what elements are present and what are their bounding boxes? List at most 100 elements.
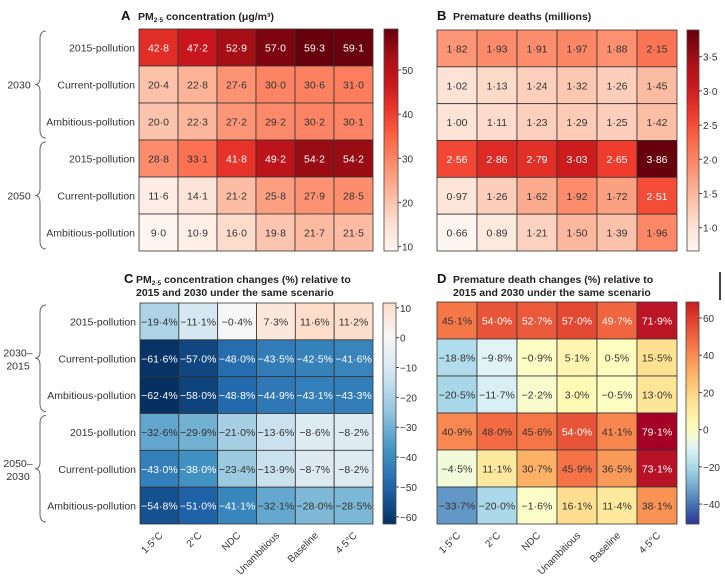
heatmap-cell xyxy=(636,486,678,525)
panel-c: C PM2·5 concentration changes (%) relativ… xyxy=(3,271,417,577)
cell-value-label: 1·42 xyxy=(646,117,667,129)
row-label: Ambitious-pollution xyxy=(47,390,136,402)
heatmap-cell xyxy=(294,376,335,414)
colorbar-tick-label: 0 xyxy=(703,426,709,437)
row-label: Current-pollution xyxy=(57,80,135,92)
cell-value-label: −42·5% xyxy=(297,353,333,365)
cell-value-label: 1·24 xyxy=(526,80,547,92)
cell-value-label: −23·4% xyxy=(219,464,255,476)
cell-value-label: 15·5% xyxy=(642,353,672,365)
colorbar-tick-label: 10 xyxy=(402,243,414,254)
cell-value-label: 33·1 xyxy=(187,154,208,166)
heatmap-cell xyxy=(216,28,257,67)
cell-value-label: −8·7% xyxy=(299,464,330,476)
panel-letter: B xyxy=(437,8,446,23)
x-tick-label: 1·5°C xyxy=(437,530,463,556)
row-label: Current-pollution xyxy=(57,191,135,203)
cell-value-label: 1·23 xyxy=(526,117,547,129)
colorbar-tick-label: −20 xyxy=(703,463,720,474)
heatmap-cell xyxy=(333,102,374,141)
title-subscript: 2·5 xyxy=(154,17,164,24)
heatmap-cell xyxy=(636,338,678,377)
heatmap-cell xyxy=(256,376,296,414)
heatmap-cell xyxy=(596,301,638,340)
heatmap-cell xyxy=(476,338,518,377)
heatmap-cell xyxy=(516,213,558,252)
x-tick-label: 2°C xyxy=(483,530,503,550)
panel-title: Premature death changes (%) relative to xyxy=(453,274,653,286)
heatmap-cell xyxy=(217,486,257,525)
cell-value-label: −8·2% xyxy=(338,427,369,439)
cell-value-label: 41·8 xyxy=(226,154,247,166)
colorbar-tick-label: 0 xyxy=(400,334,406,345)
heatmap-cell xyxy=(476,412,518,451)
group-label: 2050 xyxy=(7,191,31,203)
heatmap-cell xyxy=(476,375,518,414)
cell-value-label: 2·15 xyxy=(646,43,667,55)
heatmap-cell xyxy=(516,412,558,451)
cell-value-label: −8·6% xyxy=(299,427,330,439)
cell-value-label: 52·7% xyxy=(522,316,552,328)
heatmap-cell xyxy=(333,376,374,414)
group-label: 2050– xyxy=(3,458,32,470)
cell-value-label: 54·2 xyxy=(304,154,325,166)
cell-value-label: 21·2 xyxy=(226,191,247,203)
cell-value-label: −48·0% xyxy=(219,353,255,365)
heatmap-cell xyxy=(476,213,518,252)
x-tick-label: NDC xyxy=(520,530,543,553)
x-tick-label: NDC xyxy=(220,530,243,553)
cell-value-label: 21·7 xyxy=(304,228,325,240)
heatmap-cell xyxy=(436,301,478,340)
cell-value-label: −13·9% xyxy=(258,464,294,476)
colorbar xyxy=(382,302,397,525)
cell-value-label: 41·1% xyxy=(602,427,632,439)
cell-value-label: 73·1% xyxy=(642,464,672,476)
cell-value-label: 1·32 xyxy=(566,80,587,92)
heatmap-cell xyxy=(255,176,296,215)
heatmap-cell xyxy=(178,302,219,341)
cell-value-label: 1·96 xyxy=(646,228,667,240)
cell-value-label: 21·5 xyxy=(343,228,364,240)
heatmap-cell xyxy=(255,102,296,141)
cell-value-label: 11·1% xyxy=(482,464,512,476)
colorbar-tick-label: −40 xyxy=(400,453,417,464)
heatmap-cell xyxy=(216,176,257,215)
heatmap-cell xyxy=(636,449,678,488)
heatmap-cell xyxy=(556,103,598,141)
heatmap-cell xyxy=(596,486,638,525)
panel-title: PM2·5 concentration (μg/m³) xyxy=(138,11,274,24)
heatmap-cell xyxy=(636,375,678,414)
cell-value-label: 25·8 xyxy=(265,191,286,203)
cell-value-label: 47·2 xyxy=(187,43,208,55)
cell-value-label: −2·2% xyxy=(522,390,553,402)
heatmap-cell xyxy=(294,139,335,178)
cell-value-label: −20·0% xyxy=(479,501,515,513)
cell-value-label: 10·9 xyxy=(187,228,208,240)
cell-value-label: 59·1 xyxy=(343,43,364,55)
colorbar xyxy=(685,301,700,525)
cell-value-label: 1·39 xyxy=(606,228,627,240)
cell-value-label: −44·9% xyxy=(258,390,294,402)
heatmap-cell xyxy=(178,413,219,451)
heatmap-cell xyxy=(178,449,219,488)
cell-value-label: −4·5% xyxy=(442,464,473,476)
cell-value-label: −19·4% xyxy=(141,316,177,328)
panel-b: B Premature deaths (millions) 1·82 1·93 1·91… xyxy=(436,8,718,252)
heatmap-cell xyxy=(636,103,678,141)
colorbar-tick-label: −20 xyxy=(400,393,417,404)
row-label: 2015-pollution xyxy=(69,43,135,55)
heatmap-cell xyxy=(516,29,558,68)
cell-value-label: 40·9% xyxy=(442,427,472,439)
panel-letter: D xyxy=(437,271,446,286)
cell-value-label: 30·1 xyxy=(343,117,364,129)
heatmap-cell xyxy=(436,449,478,488)
title-text: concentration changes (%) relative to xyxy=(161,274,351,286)
cell-value-label: −0·4% xyxy=(222,316,253,328)
cell-value-label: 27·6 xyxy=(226,80,247,92)
colorbar-tick-label: 10 xyxy=(400,304,412,315)
x-tick-label: 4·5°C xyxy=(637,530,663,556)
cell-value-label: −33·7% xyxy=(439,501,475,513)
cell-value-label: 1·25 xyxy=(606,117,627,129)
cell-value-label: −20·5% xyxy=(439,390,475,402)
cell-value-label: −51·0% xyxy=(180,501,216,513)
